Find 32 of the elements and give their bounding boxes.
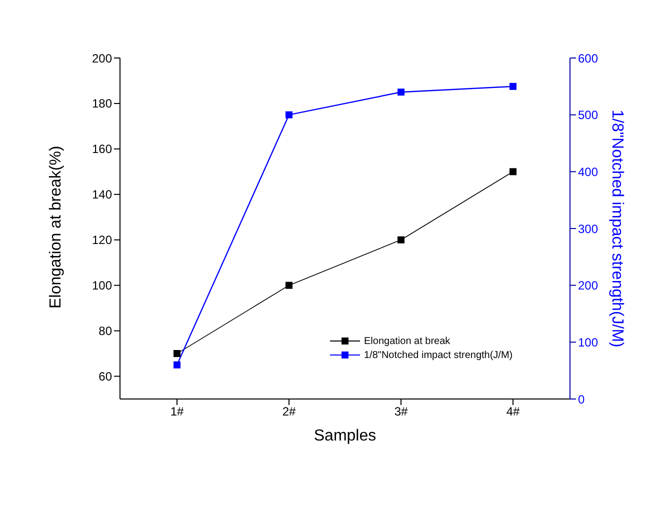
point: [398, 236, 404, 244]
y-tick-label: 160: [92, 142, 112, 156]
y-tick-label: 140: [92, 188, 112, 202]
legend-label: Elongation at break: [364, 336, 450, 346]
y-tick-label: 120: [92, 233, 112, 248]
x-tick-label: 3#: [394, 404, 408, 419]
y2-tick-label: 400: [578, 164, 598, 179]
y-tick-label: 180: [92, 96, 112, 111]
x-tick-label: 1#: [170, 404, 184, 419]
point: [510, 168, 516, 176]
y2-tick-label: 600: [578, 51, 598, 66]
y2-tick-label: 500: [578, 108, 598, 122]
y2-tick-label: 0: [578, 392, 585, 406]
y2-tick-label: 200: [578, 278, 598, 293]
x-tick-label: 4#: [506, 404, 520, 419]
x-axis-title: Samples: [314, 427, 376, 444]
y2-tick-label: 300: [578, 222, 598, 236]
point: [286, 111, 292, 118]
point: [174, 350, 180, 358]
x-tick-label: 2#: [282, 404, 296, 419]
point: [510, 82, 516, 90]
point: [286, 282, 292, 289]
y-tick-label: 80: [98, 324, 112, 338]
point: [398, 88, 404, 96]
legend-label: 1/8"Notched impact strength(J/M): [364, 350, 513, 360]
y2-axis-title: 1/8"Notched impact strength(J/M): [608, 110, 626, 348]
point: [174, 361, 180, 368]
y2-tick-label: 100: [578, 335, 598, 350]
y-tick-label: 200: [92, 51, 112, 66]
y-tick-label: 60: [98, 370, 112, 384]
y-tick-label: 100: [92, 278, 112, 293]
y-axis-title: Elongation at break(%): [48, 146, 65, 308]
